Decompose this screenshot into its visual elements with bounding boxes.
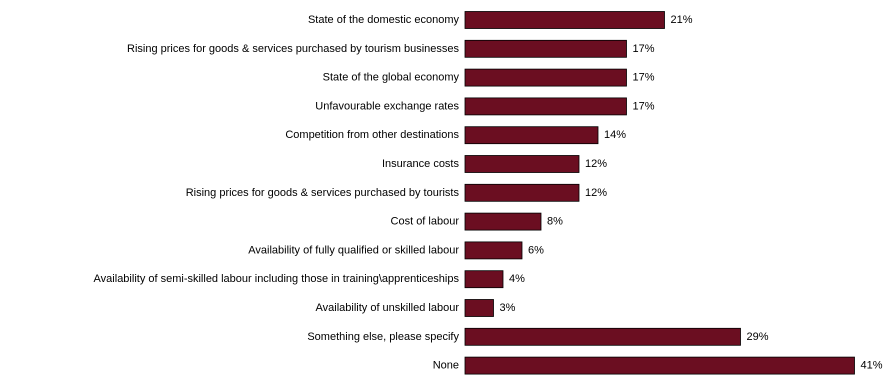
- bars-layer: [464, 11, 855, 375]
- data-label-2: 17%: [633, 43, 655, 55]
- category-label-5: Competition from other destinations: [285, 129, 459, 141]
- category-label-3: State of the global economy: [323, 72, 460, 84]
- category-label-7: Rising prices for goods & services purch…: [186, 187, 460, 199]
- category-label-1: State of the domestic economy: [308, 14, 460, 26]
- bar-9: [464, 241, 523, 260]
- bar-13: [464, 356, 855, 375]
- category-label-13: None: [433, 360, 459, 372]
- category-label-4: Unfavourable exchange rates: [315, 100, 459, 112]
- data-label-6: 12%: [585, 158, 607, 170]
- bar-5: [464, 126, 599, 145]
- category-label-11: Availability of unskilled labour: [316, 302, 460, 314]
- category-label-12: Something else, please specify: [307, 331, 459, 343]
- data-label-10: 4%: [509, 273, 525, 285]
- category-label-8: Cost of labour: [391, 216, 460, 228]
- bar-4: [464, 97, 627, 116]
- data-label-4: 17%: [633, 100, 655, 112]
- bar-2: [464, 39, 627, 58]
- bar-12: [464, 327, 741, 346]
- data-label-1: 21%: [671, 14, 693, 26]
- data-label-5: 14%: [604, 129, 626, 141]
- data-label-12: 29%: [747, 331, 769, 343]
- data-label-7: 12%: [585, 187, 607, 199]
- category-label-2: Rising prices for goods & services purch…: [127, 43, 459, 55]
- category-label-9: Availability of fully qualified or skill…: [248, 244, 459, 256]
- bar-1: [464, 11, 665, 29]
- bar-6: [464, 155, 580, 173]
- data-label-9: 6%: [528, 244, 544, 256]
- data-label-11: 3%: [500, 302, 516, 314]
- data-label-3: 17%: [633, 72, 655, 84]
- data-labels-layer: 21% 17% 17% 17% 14% 12% 12% 8% 6% 4% 3% 29% 41%: [500, 14, 883, 372]
- bar-3: [464, 68, 627, 87]
- bar-10: [464, 270, 504, 289]
- bar-7: [464, 183, 580, 202]
- bar-8: [464, 212, 542, 231]
- category-label-6: Insurance costs: [382, 158, 460, 170]
- data-label-8: 8%: [547, 216, 563, 228]
- category-labels-layer: State of the domestic economy Rising pric…: [94, 14, 460, 372]
- data-label-13: 41%: [861, 360, 883, 372]
- category-label-10: Availability of semi-skilled labour incl…: [94, 273, 460, 285]
- bar-11: [464, 299, 494, 317]
